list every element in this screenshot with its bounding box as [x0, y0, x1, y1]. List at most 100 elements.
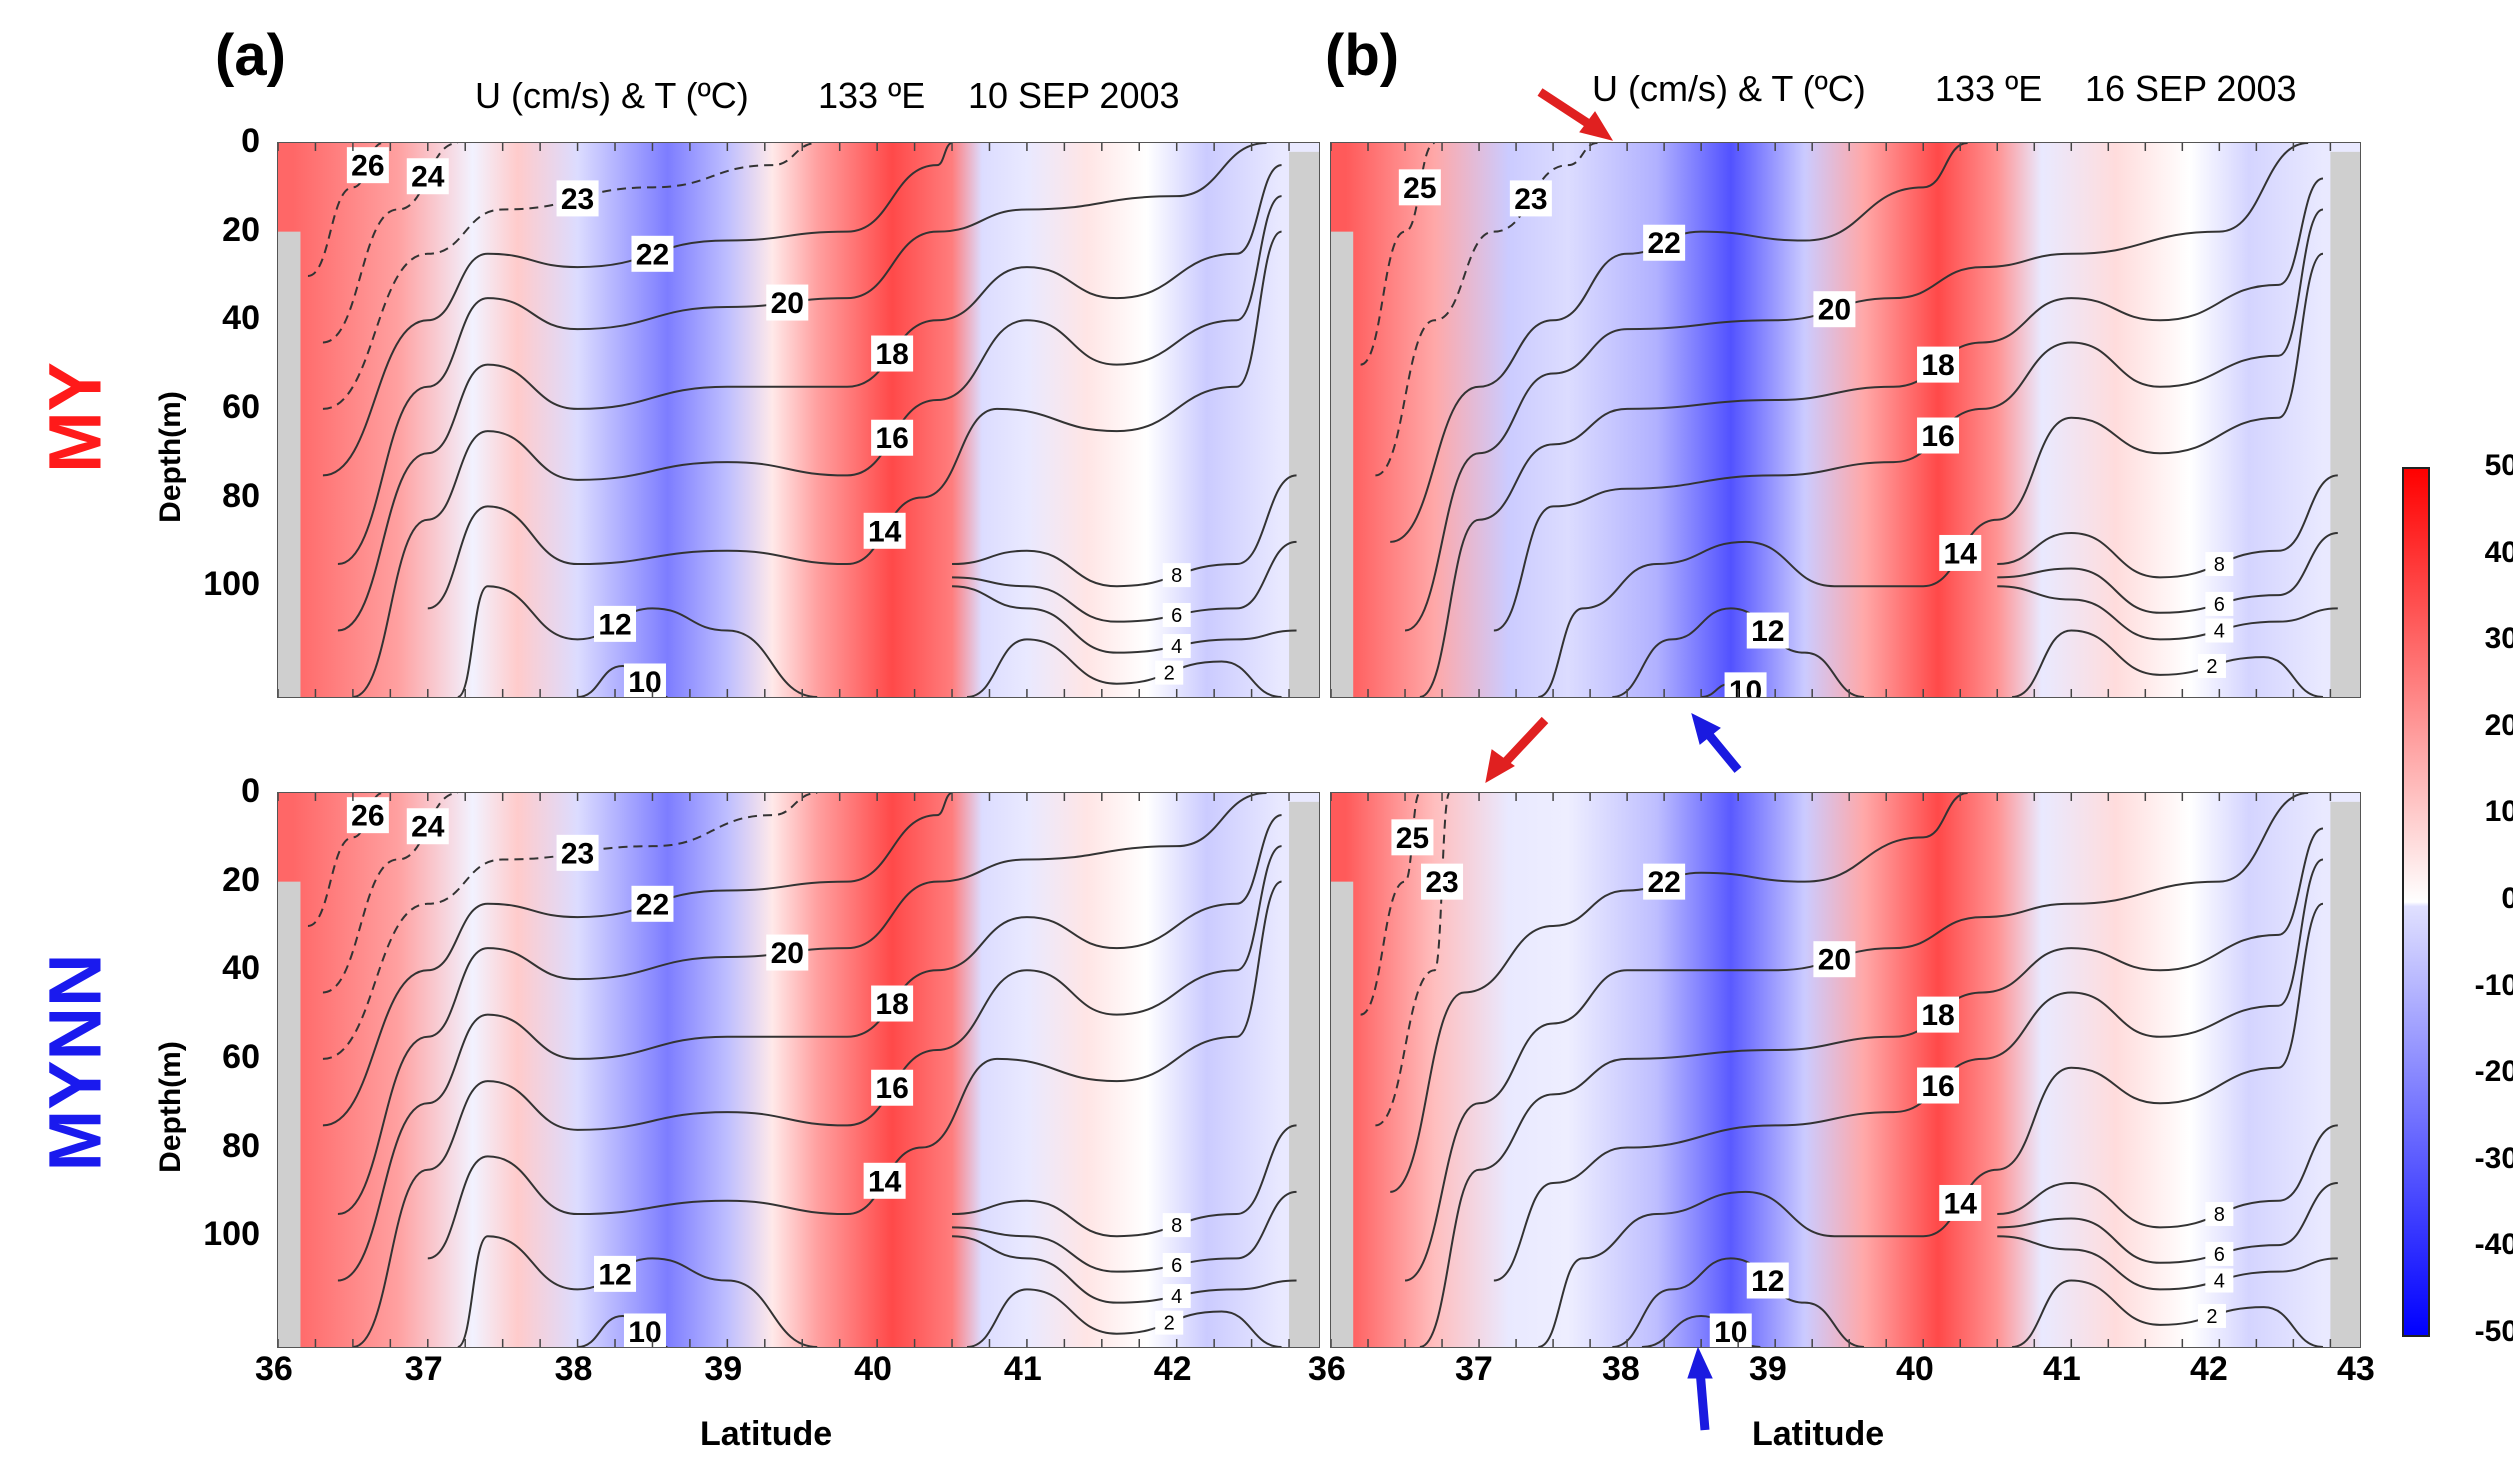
- title-a-variable: U (cm/s) & T (ºC): [475, 75, 749, 116]
- isotherm-6: [1997, 532, 2338, 614]
- isotherm-8: [1997, 1124, 2338, 1229]
- isotherm-23: [322, 793, 818, 1060]
- land-mask-east: [2330, 151, 2360, 697]
- contour-label: 24: [411, 161, 445, 194]
- isotherm-18: [337, 814, 1282, 1282]
- contour-label-bg: [594, 605, 637, 642]
- contour-label: 8: [2214, 554, 2225, 576]
- contour-label-bg: [1746, 1262, 1789, 1299]
- tick-label: -50: [2474, 1315, 2513, 1348]
- contour-label-bg: [1162, 603, 1191, 628]
- title-a-date: 10 SEP 2003: [968, 75, 1180, 116]
- isotherm-18: [337, 164, 1282, 632]
- tick-label: 42: [1153, 1350, 1192, 1388]
- tick-label: 37: [1455, 1350, 1493, 1388]
- tick-label: 60: [222, 387, 260, 426]
- isotherm-25: [1360, 143, 1436, 366]
- tick-label: 40: [222, 949, 260, 988]
- contour-label-bg: [1917, 346, 1960, 383]
- contour-label-bg: [1398, 169, 1441, 206]
- contour-label-bg: [766, 284, 809, 321]
- contour-label-bg: [1917, 417, 1960, 454]
- red-arrow-icon: [1537, 88, 1614, 141]
- contour-label-bg: [1391, 819, 1434, 856]
- contour-label: 18: [1921, 349, 1954, 382]
- contour-label-bg: [766, 934, 809, 971]
- contour-label-bg: [1746, 612, 1789, 649]
- contour-label-bg: [631, 885, 674, 922]
- contour-label: 14: [1944, 1187, 1978, 1220]
- panel-label-b: (b): [1325, 23, 1400, 88]
- panel-plot: 25 23 22 20 18 16 14 12 10 8 6 4 2: [1331, 143, 2360, 697]
- isotherm-24: [322, 793, 458, 994]
- isotherm-4: [952, 1235, 1297, 1304]
- tick-label: -10: [2474, 968, 2513, 1002]
- tick-label: -20: [2474, 1055, 2513, 1089]
- tick-label: -40: [2474, 1228, 2513, 1262]
- tick-label: 30: [2484, 622, 2513, 656]
- isotherm-23: [322, 143, 818, 410]
- contour-label: 23: [1514, 183, 1547, 216]
- contour-label: 8: [1171, 1215, 1182, 1237]
- isotherm-18: [1419, 827, 2324, 1347]
- contour-label: 4: [2214, 621, 2225, 643]
- contour-label-bg: [1162, 563, 1191, 588]
- contour-label: 20: [771, 287, 804, 320]
- tick-label: 20: [2484, 708, 2513, 742]
- contour-label-bg: [556, 834, 599, 871]
- contour-label: 2: [1164, 663, 1175, 685]
- tick-label: 0: [241, 772, 260, 810]
- isotherm-25: [1360, 793, 1421, 1016]
- tick-label: 38: [1602, 1350, 1640, 1388]
- contour-label-bg: [2205, 1202, 2234, 1227]
- contour-label: 14: [1944, 537, 1978, 570]
- contour-label: 8: [2214, 1204, 2225, 1226]
- isotherm-6: [952, 1190, 1297, 1273]
- velocity-field: [1331, 143, 2360, 697]
- title-b-longitude: 133 ºE: [1935, 68, 2043, 109]
- contour-label-bg: [1643, 224, 1686, 261]
- contour-label: 12: [1751, 1265, 1784, 1298]
- tick-label: 50: [2484, 449, 2513, 482]
- contour-label-bg: [871, 1069, 914, 1106]
- contour-label: 4: [1171, 1286, 1182, 1308]
- contour-label: 2: [1164, 1313, 1175, 1335]
- contour-label: 14: [868, 1165, 902, 1198]
- tick-label: 10: [2484, 795, 2513, 829]
- panel-a-my: 26 24 23 22 20 18 16 14 12 10 8 6 4 2: [277, 142, 1320, 698]
- land-mask-west: [1331, 231, 1354, 697]
- contour-label: 6: [2214, 1244, 2225, 1266]
- panel-plot: 26 24 23 22 20 18 16 14 12 10 8 6 4 2: [278, 793, 1319, 1347]
- contour-label-bg: [1509, 180, 1552, 217]
- contour-label: 6: [1171, 605, 1182, 627]
- contour-label: 20: [771, 937, 804, 970]
- tick-label: -30: [2474, 1141, 2513, 1175]
- contour-label: 8: [1171, 565, 1182, 587]
- contour-label-bg: [346, 797, 389, 834]
- panel-b-my: 25 23 22 20 18 16 14 12 10 8 6 4 2: [1330, 142, 2361, 698]
- isotherm-4: [1997, 1235, 2338, 1291]
- tick-label: 40: [1896, 1350, 1934, 1388]
- contour-label: 4: [2214, 1271, 2225, 1293]
- contour-label: 22: [1647, 227, 1680, 260]
- contour-label: 10: [1729, 675, 1762, 697]
- contour-label-bg: [1724, 672, 1767, 697]
- contour-label-bg: [594, 1255, 637, 1292]
- contour-label-bg: [2205, 1268, 2234, 1293]
- tick-label: 40: [854, 1350, 892, 1388]
- contour-label-bg: [1917, 1067, 1960, 1104]
- isotherm-23: [1375, 793, 1451, 1127]
- tick-label: 0: [241, 122, 260, 160]
- contour-label-bg: [1421, 863, 1464, 900]
- land-mask-west: [278, 231, 301, 697]
- tick-label: 41: [1003, 1350, 1042, 1388]
- contour-label-bg: [406, 158, 449, 195]
- contour-label: 26: [351, 150, 384, 183]
- x-axis-label-b: Latitude: [1752, 1415, 1885, 1453]
- isotherm-8: [952, 1124, 1297, 1238]
- contour-label-bg: [1162, 634, 1191, 659]
- contour-label-bg: [346, 147, 389, 184]
- contour-label: 20: [1818, 944, 1851, 977]
- contour-label: 2: [2206, 1306, 2217, 1328]
